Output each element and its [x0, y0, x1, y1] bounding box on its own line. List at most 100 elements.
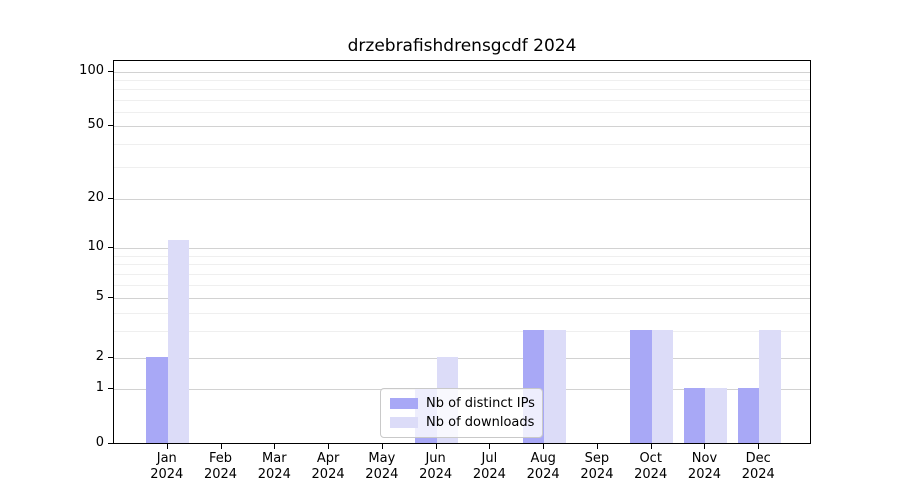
gridline-major [114, 72, 810, 73]
x-tick-mark [435, 444, 437, 449]
y-axis-tick-label: 0 [95, 435, 104, 450]
x-tick-mark [704, 444, 706, 449]
x-tick-month: Apr [316, 451, 340, 466]
x-axis-tick-label: Jun 2024 [406, 451, 466, 483]
gridline-minor [114, 255, 810, 257]
x-tick-month: Sep [584, 451, 610, 466]
gridline-major [114, 358, 810, 359]
bar-distinct-ips-jan [146, 357, 168, 443]
gridline-minor [114, 331, 810, 333]
chart-title: drzebrafishdrensgcdf 2024 [347, 36, 577, 56]
x-tick-year: 2024 [365, 467, 399, 482]
y-axis-tick-label: 50 [87, 117, 104, 132]
gridline-minor [114, 111, 810, 113]
y-tick-mark [108, 71, 113, 72]
gridline-minor [114, 284, 810, 286]
x-tick-year: 2024 [634, 467, 668, 482]
y-tick-mark [108, 247, 113, 248]
y-tick-mark [108, 388, 113, 389]
x-tick-month: Jul [481, 451, 498, 466]
x-tick-month: Dec [745, 451, 771, 466]
x-tick-month: May [368, 451, 396, 466]
x-tick-month: Oct [639, 451, 662, 466]
x-tick-month: Jan [156, 451, 177, 466]
gridline-minor [114, 312, 810, 314]
gridline-minor [114, 166, 810, 168]
x-tick-mark [220, 444, 222, 449]
x-tick-year: 2024 [580, 467, 614, 482]
legend-label: Nb of downloads [426, 415, 535, 430]
x-tick-mark [274, 444, 276, 449]
x-tick-month: Aug [530, 451, 556, 466]
gridline-minor [114, 89, 810, 91]
x-tick-month: Feb [209, 451, 233, 466]
x-tick-mark [650, 444, 652, 449]
bar-downloads-jan [167, 240, 190, 443]
legend: Nb of distinct IPs Nb of downloads [380, 388, 543, 438]
x-axis-tick-label: Jan 2024 [137, 451, 197, 483]
y-tick-mark [108, 297, 113, 298]
gridline-major [114, 199, 810, 200]
y-axis-tick-label: 2 [95, 349, 104, 364]
plot-area [113, 60, 811, 444]
x-axis-tick-label: Apr 2024 [298, 451, 358, 483]
gridline-major [114, 248, 810, 249]
x-axis-tick-label: Mar 2024 [244, 451, 304, 483]
y-tick-mark [108, 357, 113, 358]
gridline-major [114, 126, 810, 127]
x-tick-month: Jun [425, 451, 446, 466]
x-tick-year: 2024 [687, 467, 722, 482]
bar-distinct-ips-dec [737, 388, 760, 443]
x-tick-month: Nov [691, 451, 718, 466]
y-axis-tick-label: 20 [87, 190, 104, 205]
y-tick-mark [108, 198, 113, 199]
y-axis-tick-label: 100 [79, 63, 104, 78]
legend-label: Nb of distinct IPs [426, 396, 535, 411]
y-axis-tick-label: 10 [87, 239, 104, 254]
x-tick-month: Mar [262, 451, 287, 466]
x-tick-year: 2024 [257, 467, 291, 482]
x-tick-mark [166, 444, 168, 449]
gridline-minor [114, 80, 810, 82]
bar-downloads-oct [651, 330, 674, 443]
legend-item-downloads: Nb of downloads [390, 415, 535, 430]
x-tick-year: 2024 [311, 467, 345, 482]
x-tick-year: 2024 [203, 467, 238, 482]
x-tick-year: 2024 [526, 467, 560, 482]
gridline-major [114, 298, 810, 299]
x-axis-tick-label: Jul 2024 [459, 451, 519, 483]
x-axis-tick-label: Dec 2024 [728, 451, 788, 483]
x-tick-mark [543, 444, 545, 449]
gridline-minor [114, 273, 810, 275]
y-axis-tick-label: 1 [95, 380, 104, 395]
x-axis-tick-label: Nov 2024 [674, 451, 734, 483]
bar-distinct-ips-nov [683, 388, 706, 443]
x-tick-mark [758, 444, 760, 449]
x-tick-year: 2024 [150, 467, 184, 482]
x-tick-year: 2024 [472, 467, 506, 482]
bar-downloads-aug [544, 330, 566, 443]
gridline-minor [114, 143, 810, 145]
gridline-minor [114, 264, 810, 266]
x-tick-mark [328, 444, 330, 449]
x-axis-tick-label: Oct 2024 [621, 451, 681, 483]
x-tick-mark [489, 444, 491, 449]
y-tick-mark [108, 443, 113, 444]
y-axis-tick-label: 5 [95, 289, 104, 304]
bar-downloads-nov [705, 388, 727, 443]
y-tick-mark [108, 125, 113, 126]
gridline-minor [114, 99, 810, 101]
x-axis-tick-label: May 2024 [352, 451, 412, 483]
x-axis-tick-label: Aug 2024 [513, 451, 573, 483]
legend-item-distinct-ips: Nb of distinct IPs [390, 396, 535, 411]
x-tick-year: 2024 [741, 467, 775, 482]
x-tick-year: 2024 [419, 467, 453, 482]
x-axis-tick-label: Feb 2024 [191, 451, 251, 483]
legend-swatch [390, 398, 418, 409]
bar-downloads-dec [759, 330, 781, 443]
x-tick-mark [381, 444, 383, 449]
x-tick-mark [596, 444, 598, 449]
legend-swatch [390, 417, 418, 428]
x-axis-tick-label: Sep 2024 [567, 451, 627, 483]
